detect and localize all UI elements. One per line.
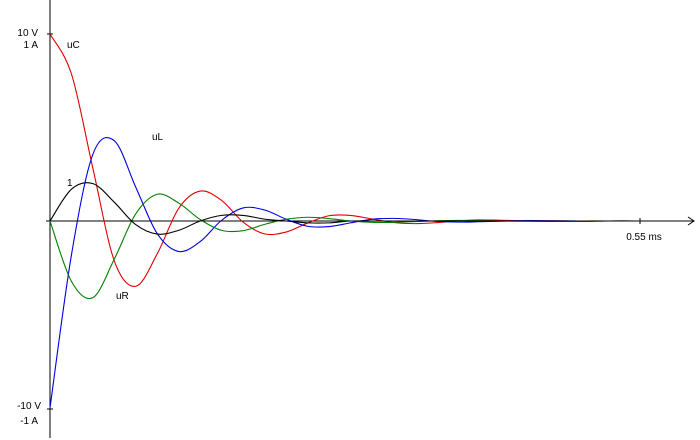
series-label-ul: uL (152, 132, 164, 143)
series-line-i (49, 182, 640, 235)
series-line-ur (49, 193, 640, 300)
y-tick-label-top-voltage: 10 V (17, 28, 38, 39)
series-label-ur: uR (116, 291, 129, 302)
series-line-uc (49, 33, 641, 287)
series-labels: uC uL uR 1 (67, 40, 164, 302)
x-tick-label-end: 0.55 ms (626, 232, 662, 243)
y-tick-label-bottom-voltage: -10 V (17, 401, 41, 412)
series-label-uc: uC (67, 40, 80, 51)
x-axis-arrow (687, 216, 695, 226)
y-tick-label-top-current: 1 A (24, 40, 39, 51)
series-line-ul (49, 137, 641, 409)
y-tick-label-bottom-current: -1 A (20, 416, 38, 427)
series-label-i: 1 (67, 178, 73, 189)
series-group (49, 33, 641, 409)
